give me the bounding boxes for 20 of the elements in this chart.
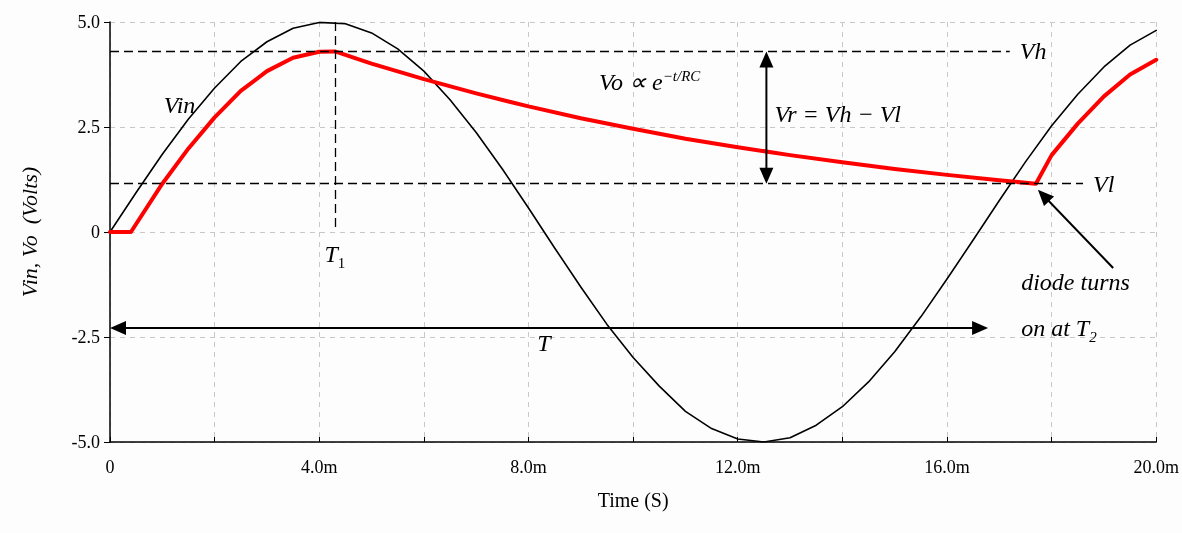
y-tick-label: -5.0	[71, 432, 100, 452]
annotation: Vo ∝ e$^{−t/RC}$	[599, 67, 701, 97]
annotation: Vin	[163, 92, 196, 120]
y-tick-label: 2.5	[77, 117, 100, 137]
annotation: T	[537, 330, 551, 358]
y-axis-title: Vin, Vo (Volts)	[16, 166, 42, 298]
y-tick-label: -2.5	[71, 327, 100, 347]
x-tick-label: 20.0m	[1133, 457, 1180, 477]
y-tick-label: 5.0	[77, 12, 100, 32]
ref-line-label: Vl	[1093, 170, 1115, 197]
y-tick-label: 0	[91, 222, 100, 242]
x-axis-title: Time (S)	[597, 489, 669, 512]
x-tick-label: 16.0m	[924, 457, 970, 477]
annotation: Vr = Vh − Vl	[774, 101, 901, 129]
ref-line-label: Vh	[1019, 38, 1047, 65]
x-tick-label: 4.0m	[300, 457, 338, 477]
x-tick-label: 0	[105, 457, 115, 477]
annotation: diode turns on at T$_{2}$	[1021, 268, 1131, 347]
x-tick-label: 12.0m	[714, 457, 761, 477]
x-tick-label: 8.0m	[510, 457, 547, 477]
